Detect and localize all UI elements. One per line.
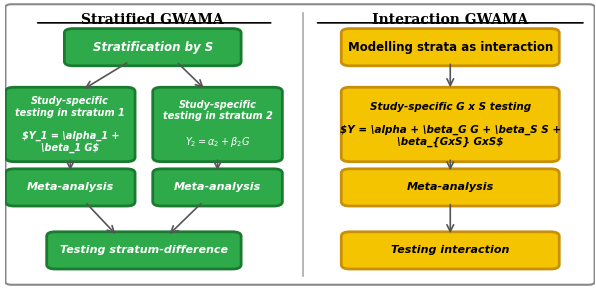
Text: Meta-analysis: Meta-analysis bbox=[27, 182, 114, 192]
Text: Stratification by S: Stratification by S bbox=[92, 41, 213, 54]
Text: Meta-analysis: Meta-analysis bbox=[406, 182, 494, 192]
Text: Testing interaction: Testing interaction bbox=[391, 245, 510, 255]
Text: Study-specific
testing in stratum 1

$Y_1 = \alpha_1 + \beta_1 G$: Study-specific testing in stratum 1 $Y_1… bbox=[15, 96, 125, 153]
Text: Interaction GWAMA: Interaction GWAMA bbox=[372, 13, 529, 27]
FancyBboxPatch shape bbox=[46, 232, 241, 269]
FancyBboxPatch shape bbox=[5, 169, 135, 206]
FancyBboxPatch shape bbox=[153, 169, 283, 206]
FancyBboxPatch shape bbox=[5, 4, 595, 285]
Text: Study-specific G x S testing

$Y = \alpha + \beta_G G + \beta_S S + \beta_{GxS} : Study-specific G x S testing $Y = \alpha… bbox=[340, 102, 561, 147]
FancyBboxPatch shape bbox=[342, 29, 559, 66]
FancyBboxPatch shape bbox=[342, 169, 559, 206]
FancyBboxPatch shape bbox=[64, 29, 241, 66]
Text: Testing stratum-difference: Testing stratum-difference bbox=[60, 245, 228, 255]
FancyBboxPatch shape bbox=[153, 87, 283, 162]
Text: Study-specific
testing in stratum 2

$Y_2 = \alpha_2 + \beta_2 G$: Study-specific testing in stratum 2 $Y_2… bbox=[163, 100, 272, 149]
Text: Modelling strata as interaction: Modelling strata as interaction bbox=[347, 41, 553, 54]
FancyBboxPatch shape bbox=[342, 87, 559, 162]
FancyBboxPatch shape bbox=[342, 232, 559, 269]
FancyBboxPatch shape bbox=[5, 87, 135, 162]
Text: Stratified GWAMA: Stratified GWAMA bbox=[82, 13, 224, 27]
Text: Meta-analysis: Meta-analysis bbox=[174, 182, 261, 192]
